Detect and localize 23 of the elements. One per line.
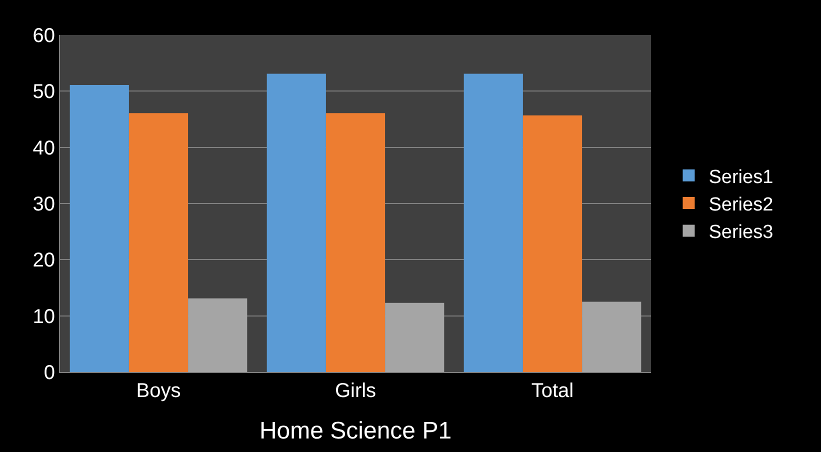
legend-label: Series2 <box>708 194 774 216</box>
bar <box>188 298 248 372</box>
bar <box>326 113 386 372</box>
bar <box>582 302 642 372</box>
y-tick-label: 60 <box>32 25 55 47</box>
bar <box>464 74 523 372</box>
y-tick-label: 10 <box>32 306 55 328</box>
legend-label: Series3 <box>708 222 774 244</box>
bar <box>385 302 444 372</box>
x-tick-label: Boys <box>136 380 181 402</box>
y-tick-label: 40 <box>32 137 55 160</box>
x-axis-title: Home Science P1 <box>259 417 452 444</box>
y-tick-label: 50 <box>32 81 55 104</box>
y-tick-label: 30 <box>32 194 55 216</box>
y-tick-label: 20 <box>32 250 55 272</box>
y-tick-label: 0 <box>44 362 55 384</box>
bar <box>266 74 326 372</box>
x-tick-label: Girls <box>334 380 376 402</box>
bar <box>522 115 582 372</box>
legend-label: Series1 <box>708 166 774 188</box>
bar <box>70 84 129 372</box>
x-tick-label: Total <box>531 380 574 402</box>
bar <box>128 113 188 372</box>
